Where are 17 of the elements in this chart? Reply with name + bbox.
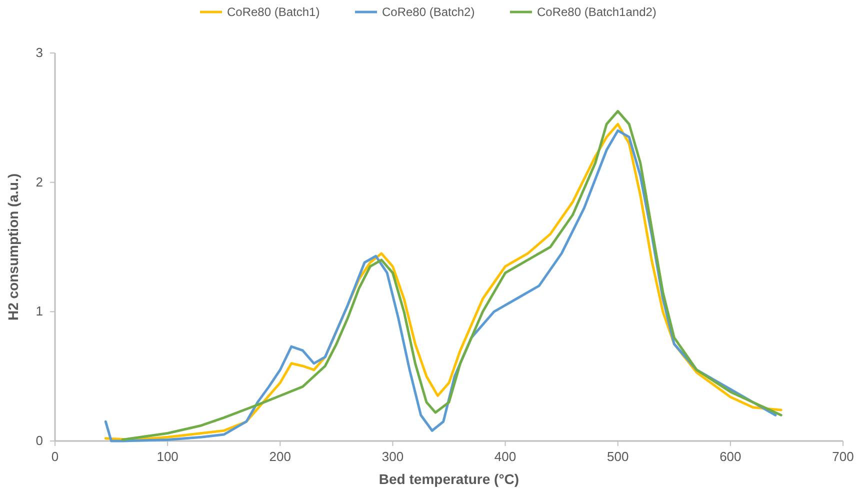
y-tick-label: 1 [36,304,43,319]
x-tick-label: 500 [607,449,629,464]
x-tick-label: 200 [269,449,291,464]
legend-label: CoRe80 (Batch2) [382,5,475,19]
legend-label: CoRe80 (Batch1) [227,5,320,19]
y-tick-label: 3 [36,45,43,60]
x-tick-label: 700 [832,449,854,464]
x-tick-label: 300 [382,449,404,464]
legend-label: CoRe80 (Batch1and2) [537,5,656,19]
x-axis-title: Bed temperature (°C) [378,471,520,487]
x-tick-label: 100 [156,449,178,464]
y-tick-label: 0 [36,433,43,448]
y-axis-title: H2 consumption (a.u.) [5,174,21,320]
x-tick-label: 0 [51,449,59,464]
x-tick-label: 600 [720,449,742,464]
x-tick-label: 400 [494,449,516,464]
y-tick-label: 2 [36,174,43,190]
